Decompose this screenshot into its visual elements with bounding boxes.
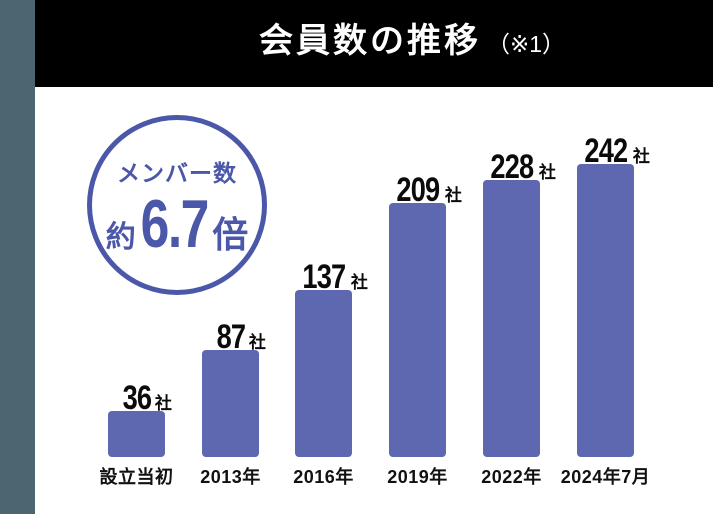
bar-value-number: 242 <box>584 132 629 170</box>
bar-value-label: 36 社 <box>117 381 174 415</box>
bar <box>389 203 446 457</box>
bar-value-label: 209 社 <box>396 171 462 209</box>
bar-value-number: 137 <box>302 258 347 296</box>
bar-value-unit: 社 <box>350 273 368 292</box>
bar <box>483 180 540 457</box>
bar <box>108 411 165 457</box>
bar <box>202 350 259 457</box>
badge-suffix: 倍 <box>212 214 249 255</box>
chart-header: 会員数の推移 （※1） <box>35 0 713 87</box>
bar-value-number: 209 <box>396 171 441 209</box>
badge-prefix: 約 <box>105 221 136 254</box>
chart-header-text: 会員数の推移 （※1） <box>259 22 565 61</box>
multiplier-badge: メンバー数 約 6.7 倍 <box>87 115 267 295</box>
badge-value: 約 6.7 倍 <box>106 190 249 258</box>
bar-value-label: 87 社 <box>211 320 268 354</box>
x-axis-label: 2022年 <box>481 467 542 487</box>
bar <box>295 290 352 457</box>
bar-value-unit: 社 <box>154 394 172 413</box>
page-edge-strip <box>0 0 35 514</box>
badge-number: 6.7 <box>140 186 209 262</box>
bar-value-number: 36 <box>122 379 152 417</box>
bar-value-unit: 社 <box>444 186 462 205</box>
badge-label: メンバー数 <box>117 160 237 186</box>
chart-title-note: （※1） <box>486 31 566 57</box>
x-axis-label: 設立当初 <box>99 467 174 487</box>
bar-value-number: 87 <box>216 318 246 356</box>
bar-value-label: 242 社 <box>584 132 650 170</box>
bar-value-unit: 社 <box>248 333 266 352</box>
bar-value-number: 228 <box>490 148 535 186</box>
bar-value-unit: 社 <box>538 163 556 182</box>
x-axis-label: 2016年 <box>293 467 354 487</box>
bar-value-label: 137 社 <box>302 258 368 296</box>
bar-value-label: 228 社 <box>490 148 556 186</box>
x-axis-label: 2024年7月 <box>560 467 651 487</box>
x-axis-label: 2013年 <box>200 467 261 487</box>
chart-title: 会員数の推移 <box>258 22 481 60</box>
bar <box>577 164 634 457</box>
x-axis-label: 2019年 <box>387 467 448 487</box>
bar-value-unit: 社 <box>632 147 650 166</box>
